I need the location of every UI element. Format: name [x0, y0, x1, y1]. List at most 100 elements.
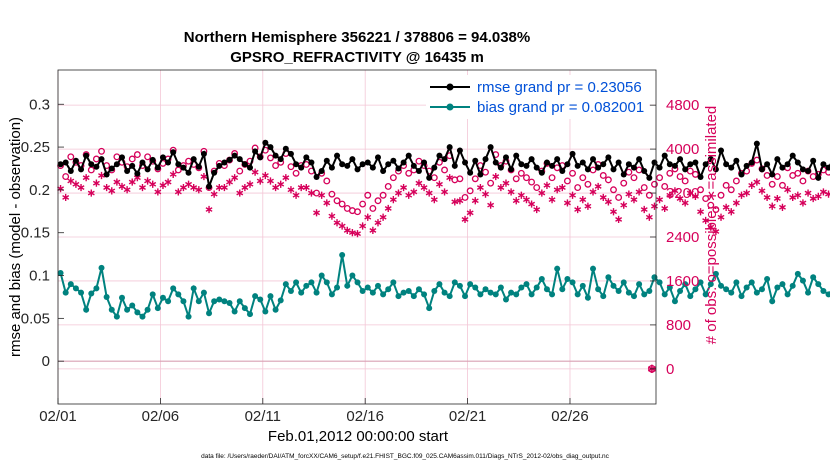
- assimilated-obs-marker: [185, 180, 193, 188]
- rmse-data-point: [815, 174, 822, 181]
- bias-data-point: [405, 287, 412, 294]
- bias-data-point: [682, 281, 689, 288]
- bias-data-point: [129, 302, 136, 309]
- assimilated-obs-marker: [400, 183, 408, 192]
- rmse-series-line: [60, 141, 830, 191]
- bias-data-point: [124, 306, 131, 313]
- bias-data-point: [441, 289, 448, 296]
- assimilated-obs-marker: [758, 187, 766, 195]
- assimilated-obs-marker: [722, 203, 730, 211]
- rmse-data-point: [764, 161, 771, 168]
- assimilated-obs-marker: [395, 189, 402, 197]
- assimilated-obs-marker: [666, 191, 674, 199]
- possible-obs-marker: [645, 191, 653, 199]
- rmse-data-point: [590, 156, 597, 163]
- bias-data-point: [528, 291, 535, 298]
- rmse-data-point: [287, 150, 294, 157]
- bias-data-point: [538, 275, 545, 282]
- bias-data-point: [226, 299, 233, 306]
- bias-data-point: [262, 308, 269, 315]
- bias-data-point: [211, 298, 218, 305]
- possible-obs-marker: [487, 179, 495, 187]
- rmse-data-point: [221, 159, 228, 166]
- assimilated-obs-marker: [430, 196, 438, 204]
- assimilated-obs-marker: [328, 212, 336, 220]
- rmse-data-point: [697, 174, 704, 181]
- assimilated-obs-marker: [282, 174, 290, 182]
- bias-data-point: [344, 282, 351, 289]
- assimilated-obs-marker: [686, 189, 694, 197]
- bias-data-point: [610, 282, 617, 289]
- assimilated-obs-marker: [220, 183, 228, 192]
- rmse-data-point: [446, 144, 453, 151]
- bias-data-point: [98, 264, 105, 271]
- bias-data-point: [569, 279, 576, 286]
- rmse-data-point: [630, 164, 637, 171]
- bias-data-point: [170, 285, 177, 292]
- y2-tick-label: 2400: [666, 229, 699, 246]
- bias-data-point: [308, 279, 315, 286]
- assimilated-obs-marker: [323, 199, 331, 207]
- x-tick-label: 02/11: [245, 408, 281, 425]
- rmse-data-point: [549, 162, 556, 169]
- rmse-data-point: [165, 159, 172, 166]
- possible-obs-marker: [374, 197, 382, 205]
- rmse-data-point: [267, 144, 274, 151]
- assimilated-obs-marker: [476, 183, 484, 192]
- bias-data-point: [595, 286, 602, 293]
- possible-obs-marker: [128, 155, 136, 163]
- bias-data-point: [334, 284, 341, 291]
- rmse-data-point: [799, 166, 806, 173]
- rmse-data-point: [72, 157, 79, 164]
- assimilated-obs-marker: [610, 208, 617, 216]
- legend-box: [426, 75, 649, 119]
- assimilated-obs-marker: [753, 178, 761, 186]
- rmse-data-point: [738, 171, 745, 178]
- x-tick-label: 02/21: [449, 408, 487, 425]
- rmse-data-point: [825, 164, 830, 171]
- rmse-data-point: [748, 159, 755, 166]
- assimilated-obs-marker: [333, 219, 341, 227]
- bias-data-point: [554, 265, 561, 272]
- assimilated-obs-marker: [410, 188, 418, 196]
- rmse-data-point: [129, 162, 136, 169]
- bias-data-point: [313, 289, 320, 296]
- bias-data-point: [748, 279, 755, 286]
- possible-obs-marker: [569, 169, 576, 177]
- assimilated-obs-marker: [226, 178, 233, 186]
- rmse-data-point: [410, 162, 417, 169]
- bias-data-point: [579, 282, 586, 289]
- rmse-data-point: [354, 166, 361, 173]
- bias-data-point: [518, 284, 525, 291]
- bias-data-point: [431, 287, 438, 294]
- bias-data-point: [467, 281, 474, 288]
- bias-data-point: [298, 289, 305, 296]
- rmse-data-point: [462, 159, 469, 166]
- bias-data-point: [206, 310, 213, 317]
- series-layer: [57, 139, 830, 374]
- bias-data-point: [600, 293, 607, 300]
- bias-data-point: [738, 293, 745, 300]
- bias-data-point: [252, 293, 259, 300]
- bias-data-point: [436, 281, 443, 288]
- assimilated-obs-marker: [374, 219, 382, 227]
- rmse-data-point: [175, 161, 182, 168]
- bias-data-point: [718, 282, 725, 289]
- possible-obs-marker: [697, 186, 704, 194]
- bias-data-point: [687, 293, 694, 300]
- legend-marker-bias: [446, 103, 454, 111]
- possible-obs-marker: [379, 191, 387, 199]
- assimilated-obs-marker: [656, 196, 664, 204]
- possible-obs-marker: [354, 208, 361, 216]
- rmse-data-point: [190, 156, 197, 163]
- bias-data-point: [277, 297, 284, 304]
- rmse-data-point: [415, 168, 422, 175]
- rmse-data-point: [78, 166, 85, 173]
- assimilated-obs-marker: [768, 202, 776, 210]
- rmse-data-point: [554, 156, 561, 163]
- possible-obs-marker: [328, 190, 336, 198]
- possible-obs-marker: [794, 169, 802, 177]
- rmse-data-point: [88, 161, 95, 168]
- assimilated-obs-marker: [72, 180, 80, 188]
- rmse-data-point: [431, 164, 438, 171]
